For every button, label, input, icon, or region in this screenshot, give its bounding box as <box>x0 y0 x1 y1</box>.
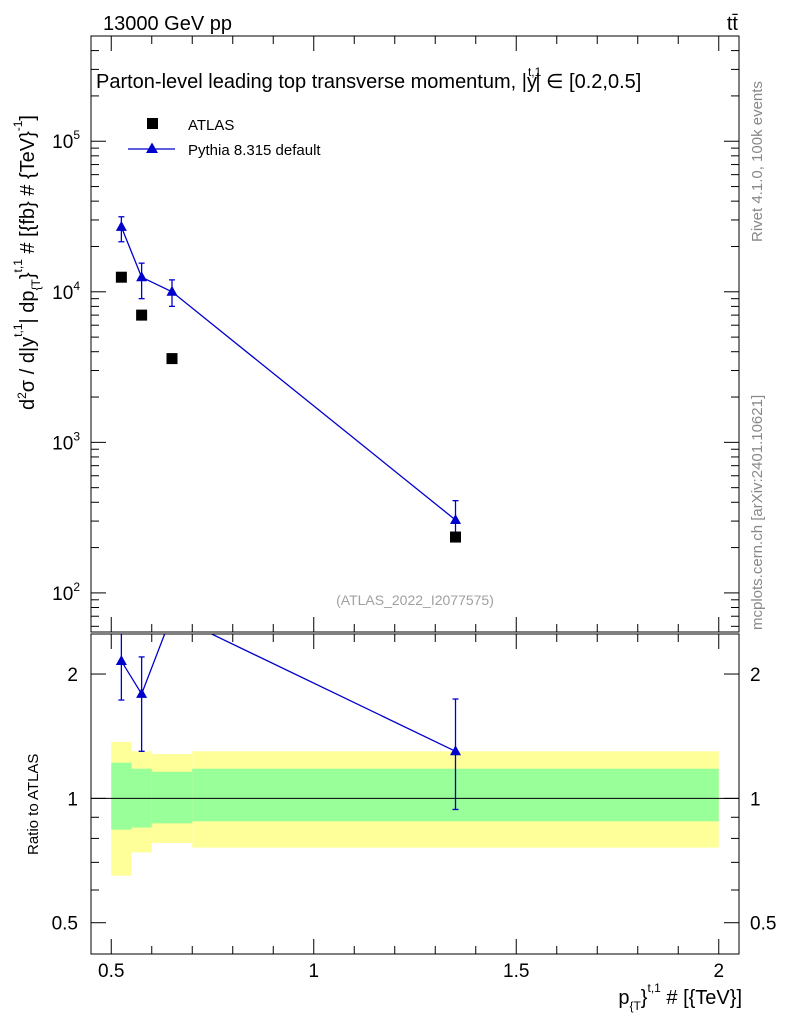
atlas-point <box>166 353 178 365</box>
legend-label-pythia: Pythia 8.315 default <box>188 142 321 159</box>
pythia-point <box>450 513 461 524</box>
ylab-s1: 2 <box>15 392 29 399</box>
x-tick-label: 0.5 <box>98 961 124 982</box>
ratio-tick-layer <box>91 634 739 954</box>
main-y-tick-label-base: 10 <box>52 584 73 605</box>
main-y-tick-label-exp: 4 <box>73 279 80 293</box>
xlab-p2: # [{TeV}] <box>661 987 742 1009</box>
ratio-band-inner <box>151 771 193 824</box>
ylab-p3: | dp <box>17 291 39 324</box>
atlas-point <box>136 309 148 321</box>
ylab-s3b: t,1 <box>11 259 25 273</box>
mcplots-label: mcplots.cern.ch [arXiv:2401.10621] <box>749 395 766 630</box>
main-y-tick-label-base: 10 <box>52 283 73 304</box>
energy-label: 13000 GeV pp <box>103 13 232 35</box>
ylab-p1: d <box>17 399 39 410</box>
ylab-b3: {T <box>29 278 43 290</box>
x-tick-label: 1 <box>308 961 319 982</box>
main-plot-content <box>115 216 461 543</box>
ylab-s2: t,1 <box>11 323 25 337</box>
ratio-y-tick-label-left: 0.5 <box>52 914 78 935</box>
ratio-y-tick-labels: 0.5 0.5 1 1 2 2 <box>52 665 777 935</box>
xlab-b1: {T <box>629 999 641 1013</box>
main-title-text: Parton-level leading top transverse mome… <box>96 71 537 93</box>
ratio-pythia-point <box>136 687 148 698</box>
x-axis-label: p{T}t,1 # [{TeV}] <box>618 981 742 1013</box>
ratio-pythia-line <box>120 634 456 752</box>
pythia-point <box>166 285 178 296</box>
main-y-tick-label-base: 10 <box>52 433 73 454</box>
main-title: Parton-level leading top transverse mome… <box>96 65 641 93</box>
ylab-s3: } <box>17 272 39 279</box>
ratio-pythia-point <box>450 745 461 756</box>
pythia-line <box>120 226 456 521</box>
legend-marker-pythia <box>146 142 158 153</box>
main-frame <box>90 35 740 633</box>
rivet-label: Rivet 4.1.0, 100k events <box>749 81 766 242</box>
ratio-pythia-point <box>115 655 127 666</box>
main-y-label: d2σ / d|yt,1| dp{T}t,1 # [{fb} # {TeV}-1… <box>11 115 43 410</box>
ratio-y-tick-label-right: 0.5 <box>750 914 776 935</box>
main-y-tick-label: 103 <box>52 429 80 454</box>
pythia-point <box>115 220 127 231</box>
legend: ATLAS Pythia 8.315 default <box>128 117 321 159</box>
main-y-tick-label-exp: 2 <box>73 580 80 594</box>
x-tick-labels: 0.5 1 1.5 2 <box>98 961 724 982</box>
main-tick-layer <box>91 35 739 632</box>
ylab-s4: -1 <box>11 120 25 131</box>
ratio-frame <box>90 633 740 955</box>
legend-marker-atlas <box>147 118 158 129</box>
main-y-tick-label: 105 <box>52 128 80 153</box>
main-y-tick-label: 102 <box>52 580 80 605</box>
xlab-p1: p <box>618 987 629 1009</box>
process-label: tt̄ <box>727 13 739 35</box>
ratio-pythia-point <box>167 609 178 619</box>
ratio-y-label: Ratio to ATLAS <box>25 754 42 855</box>
main-y-tick-label-exp: 5 <box>73 128 80 142</box>
xlab-s1: } <box>641 987 648 1009</box>
main-y-tick-label-base: 10 <box>52 132 73 153</box>
main-title-sup: t,1 <box>528 65 542 79</box>
main-panel: Parton-level leading top transverse mome… <box>11 35 740 633</box>
ratio-y-tick-label-right: 1 <box>750 789 761 810</box>
watermark: (ATLAS_2022_I2077575) <box>336 592 494 608</box>
main-title-tail: | ∈ [0.2,0.5] <box>535 71 641 93</box>
pythia-point <box>136 271 148 282</box>
ylab-p2: σ / d|y <box>17 337 39 392</box>
ylab-p4: # [{fb} # {TeV} <box>17 131 39 259</box>
xlab-s1b: t,1 <box>647 981 661 995</box>
main-y-tick-label: 104 <box>52 279 80 304</box>
ratio-plot-content <box>115 609 461 811</box>
main-y-tick-label-exp: 3 <box>73 429 80 443</box>
ratio-panel: 0.5 0.5 1 1 2 2 0.5 1 1.5 2 Ratio to ATLAS p{T}t… <box>25 609 777 1013</box>
ratio-bands <box>91 741 739 876</box>
x-tick-label: 2 <box>713 961 724 982</box>
legend-label-atlas: ATLAS <box>188 117 234 134</box>
ratio-y-tick-label-left: 2 <box>67 665 78 686</box>
ylab-p5: ] <box>17 115 39 121</box>
ratio-y-tick-label-right: 2 <box>750 665 761 686</box>
ratio-band-inner <box>111 762 132 830</box>
x-tick-label: 1.5 <box>503 961 529 982</box>
atlas-point <box>450 531 461 543</box>
ratio-y-tick-label-left: 1 <box>67 789 78 810</box>
atlas-point <box>115 271 127 283</box>
